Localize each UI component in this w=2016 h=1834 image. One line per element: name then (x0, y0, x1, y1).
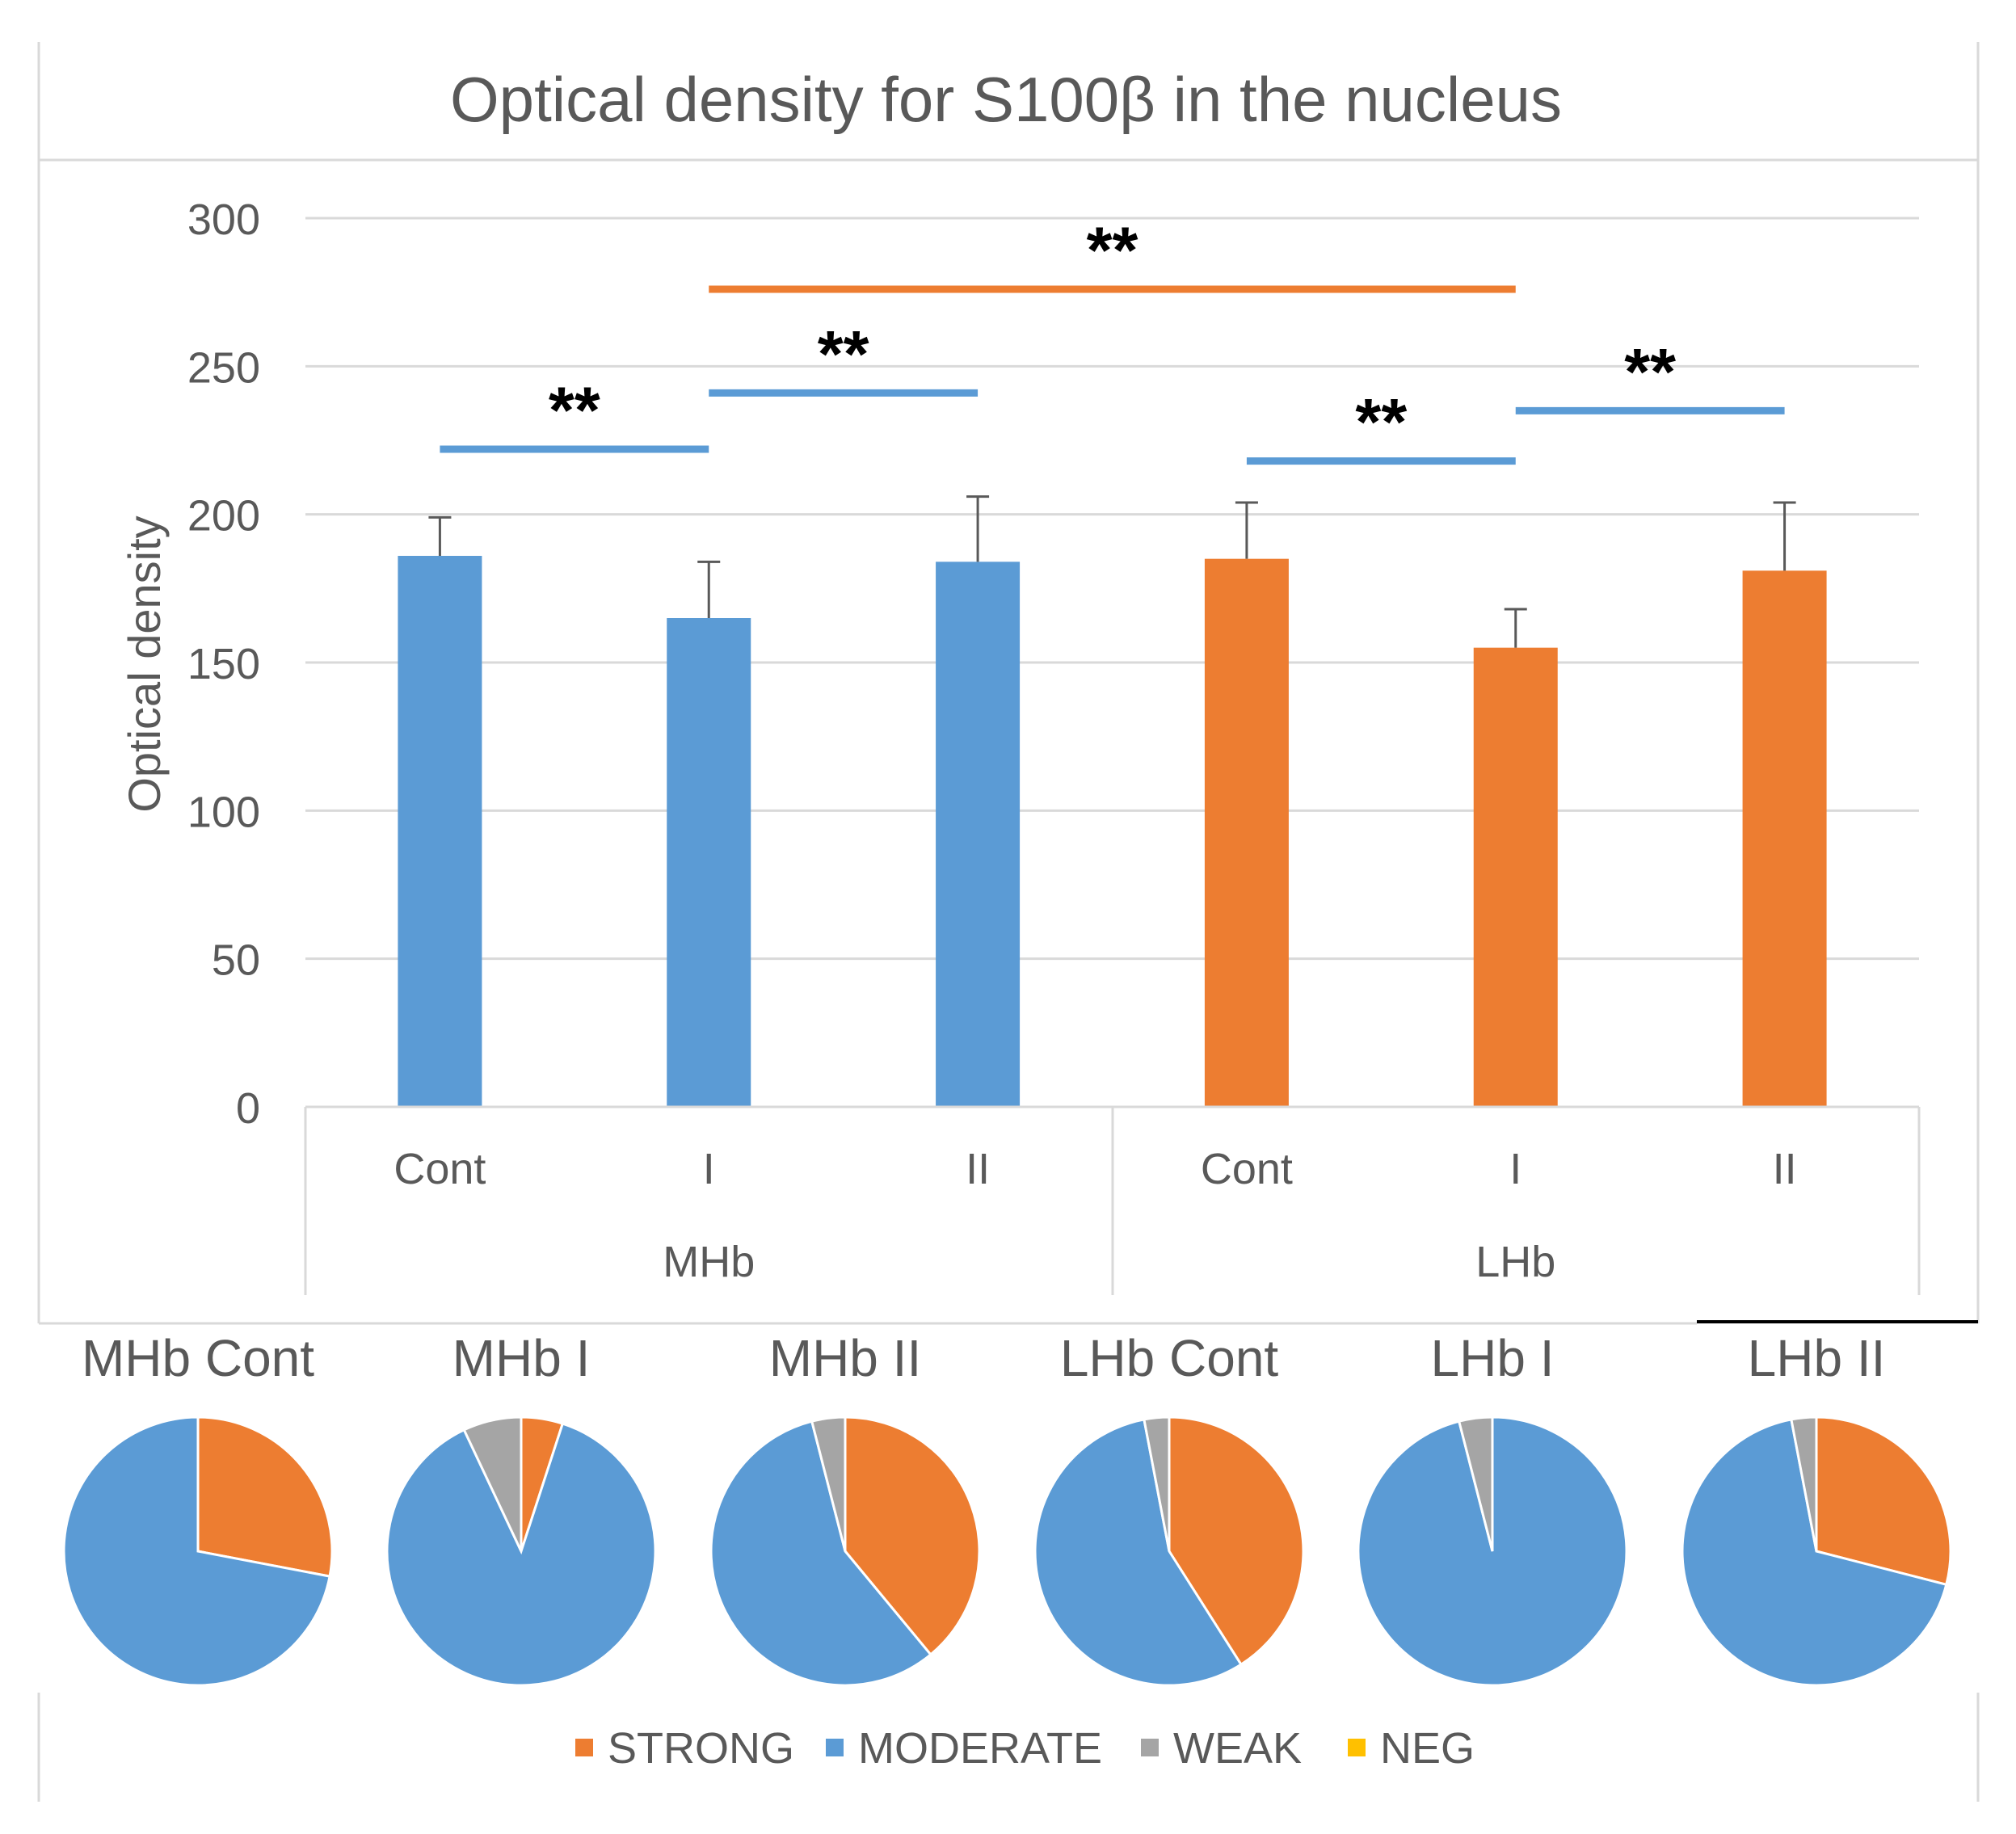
pie-title: LHb Cont (1060, 1329, 1279, 1387)
bar-MHb-Cont (398, 556, 482, 1107)
pie-charts: MHb Cont MHb I MHb II LHb Cont LHb I LHb II (62, 1329, 1952, 1687)
legend-label: WEAK (1173, 1724, 1302, 1773)
x-category-label: Cont (394, 1145, 486, 1193)
error-bars (428, 495, 1796, 648)
x-category-label: II (966, 1145, 990, 1193)
significance-label: ** (1087, 214, 1138, 288)
pie-slice-weak (1143, 1415, 1171, 1552)
significance-label: ** (1355, 386, 1407, 460)
significance-brackets: ** ** ** ** ** (440, 214, 1785, 465)
bar-LHb-II (1742, 570, 1827, 1107)
x-group-label: MHb (663, 1238, 755, 1286)
significance-label: ** (818, 318, 869, 391)
x-category-label: Cont (1201, 1145, 1293, 1193)
pie-slice-moderate (1681, 1418, 1948, 1687)
pie-slice-weak (1790, 1415, 1818, 1552)
x-group-label: LHb (1475, 1238, 1555, 1286)
legend-label: MODERATE (858, 1724, 1102, 1773)
bars (398, 556, 1827, 1107)
pie-title: MHb II (769, 1329, 921, 1387)
gridlines (305, 217, 1919, 961)
y-tick-labels: 0 50 100 150 200 250 300 (187, 196, 260, 1133)
pie-slice-strong (1815, 1415, 1952, 1587)
y-axis-label: Optical density (119, 515, 170, 812)
pie-slice-weak (810, 1415, 847, 1552)
bar-MHb-II (936, 562, 1021, 1107)
pie-slice-moderate (62, 1415, 331, 1687)
pie-slice-moderate (385, 1422, 657, 1687)
pie-title: MHb Cont (82, 1329, 314, 1387)
bar-MHb-I (667, 618, 751, 1107)
pie-slice-moderate (709, 1420, 932, 1687)
legend-swatch-moderate (826, 1739, 844, 1756)
pie-slice-strong (196, 1415, 334, 1578)
x-category-label: I (703, 1145, 715, 1193)
pie-title: LHb II (1748, 1329, 1886, 1387)
significance-label: ** (549, 374, 600, 448)
chart-title: Optical density for S100β in the nucleus (450, 64, 1562, 135)
pie-title: MHb I (452, 1329, 591, 1387)
legend-swatch-strong (575, 1739, 593, 1756)
legend: STRONG MODERATE WEAK NEG (575, 1724, 1475, 1773)
pie-slice-weak (1457, 1415, 1494, 1552)
y-tick-label: 250 (187, 343, 260, 392)
y-tick-label: 100 (187, 788, 260, 836)
legend-label: STRONG (608, 1724, 794, 1773)
bar-LHb-I (1473, 647, 1558, 1107)
y-tick-label: 50 (212, 936, 260, 985)
legend-label: NEG (1380, 1724, 1475, 1773)
x-category-label: II (1773, 1145, 1797, 1193)
bar-LHb-Cont (1204, 558, 1289, 1107)
chart-frame (37, 42, 1980, 1802)
pie-title: LHb I (1431, 1329, 1555, 1387)
y-tick-label: 0 (236, 1084, 260, 1133)
significance-label: ** (1624, 335, 1676, 409)
x-category-label: I (1509, 1145, 1521, 1193)
y-tick-label: 150 (187, 640, 260, 688)
pie-slice-moderate (1033, 1418, 1244, 1687)
pie-slice-strong (844, 1415, 981, 1657)
legend-swatch-neg (1348, 1739, 1366, 1756)
pie-slice-weak (462, 1415, 523, 1552)
y-tick-label: 300 (187, 196, 260, 244)
legend-swatch-weak (1141, 1739, 1159, 1756)
y-tick-label: 200 (187, 492, 260, 541)
